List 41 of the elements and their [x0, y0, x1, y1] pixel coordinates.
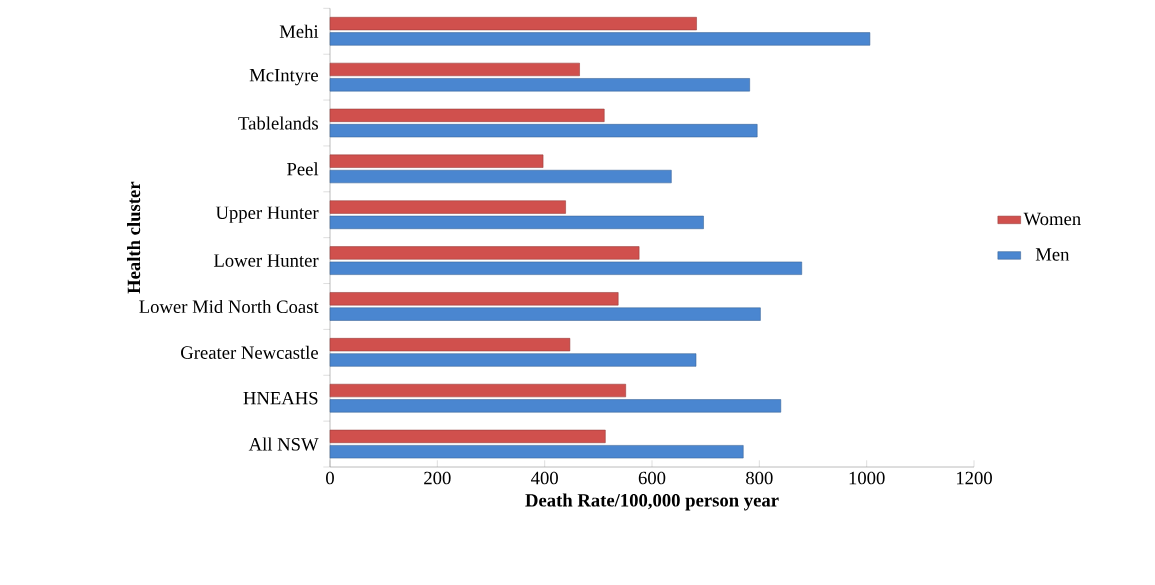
bar [329, 292, 619, 306]
x-tick-label: 1200 [956, 471, 992, 485]
y-tick-label: All NSW [248, 437, 319, 451]
bar [329, 124, 758, 138]
x-tick-label: 200 [424, 471, 451, 485]
bar [329, 307, 761, 321]
bar [329, 261, 803, 275]
bar [329, 108, 605, 122]
x-axis-title: Death Rate/100,000 person year [525, 493, 779, 511]
x-tick-label: 400 [531, 471, 558, 485]
y-axis-title: Health cluster [127, 181, 141, 294]
y-tick-label: Lower Mid North Coast [139, 299, 319, 314]
bar [329, 399, 782, 413]
bar [329, 383, 626, 398]
legend-label: Women [1023, 212, 1081, 226]
bar [329, 154, 544, 168]
bar [329, 338, 571, 352]
bar [329, 215, 704, 230]
y-tick-label: Mehi [279, 24, 319, 38]
bar [329, 32, 871, 46]
bar [329, 200, 566, 214]
bar [329, 17, 697, 31]
x-tick-label: 600 [638, 471, 666, 485]
bar [329, 429, 606, 444]
y-tick-label: Tablelands [238, 116, 318, 130]
legend-label: Men [1035, 248, 1070, 261]
x-tick-label: 0 [326, 471, 334, 485]
y-tick-label: HNEAHS [243, 391, 318, 405]
bar [329, 62, 580, 77]
x-tick-label: 1000 [849, 471, 885, 485]
bar [329, 246, 640, 260]
y-tick-label: Upper Hunter [215, 206, 319, 223]
bar [329, 78, 750, 92]
bar [329, 169, 672, 184]
y-tick-label: Peel [287, 162, 319, 176]
y-tick-label: Greater Newcastle [181, 345, 318, 359]
bar [329, 353, 697, 367]
bar [329, 445, 744, 459]
y-tick-label: Lower Hunter [213, 254, 319, 267]
y-tick-label: McIntyre [249, 69, 318, 86]
x-tick-label: 800 [746, 471, 773, 485]
